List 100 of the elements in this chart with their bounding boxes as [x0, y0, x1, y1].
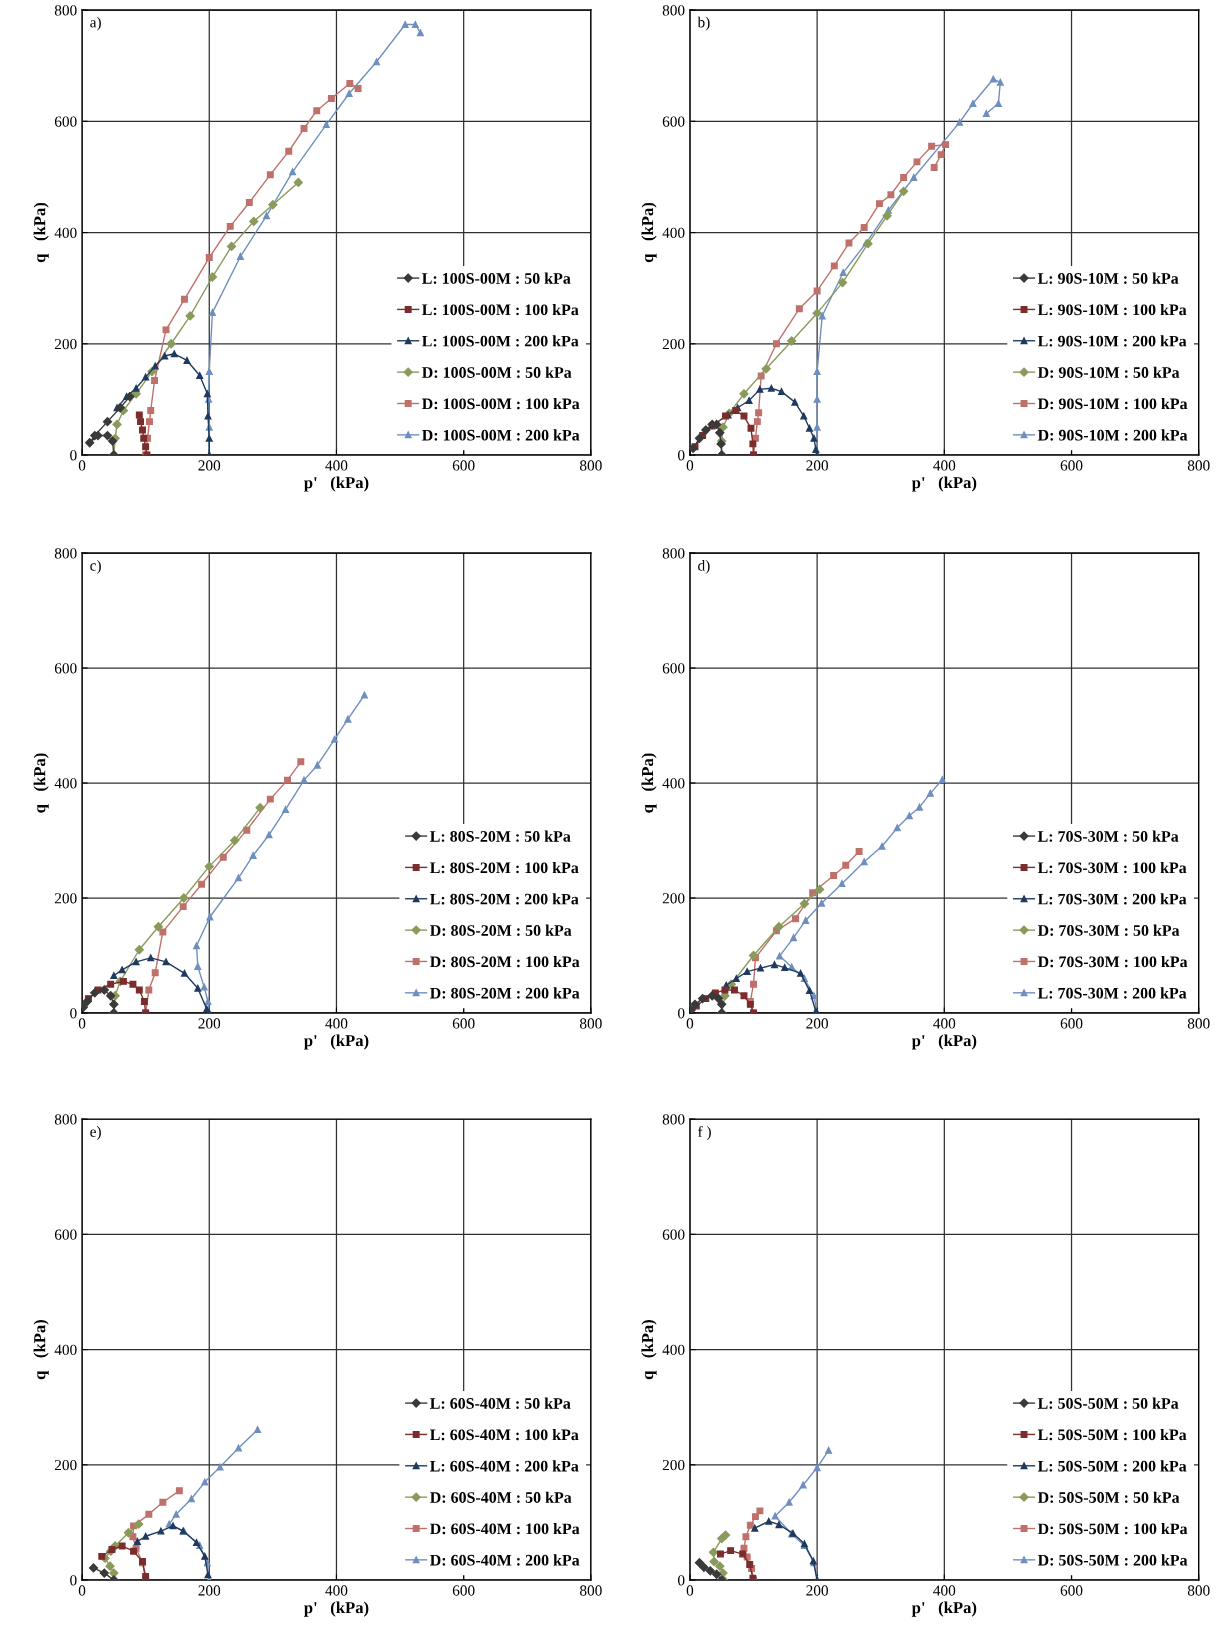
y-axis-title: q (kPa) [33, 202, 49, 263]
legend-label: L: 60S-40M : 100 kPa [430, 1428, 579, 1441]
legend-label: L: 80S-20M : 50 kPa [430, 830, 571, 842]
annotation: d) [698, 559, 710, 574]
y-tick-label: 0 [70, 1575, 77, 1586]
x-tick-label: 600 [452, 1585, 475, 1596]
y-axis-title: q (kPa) [33, 1319, 49, 1380]
legend-label: L: 60S-40M : 200 kPa [430, 1460, 579, 1472]
y-tick-label: 0 [70, 450, 77, 461]
x-tick-label: 0 [686, 460, 694, 471]
x-tick-label: 400 [933, 1585, 956, 1596]
y-tick-label: 0 [678, 1008, 685, 1019]
legend-label: D: 70S-30M : 50 kPa [1037, 924, 1180, 936]
y-tick-label: 400 [54, 1344, 77, 1356]
y-tick-label: 600 [54, 663, 77, 674]
legend-label: L: 60S-40M : 50 kPa [430, 1397, 571, 1409]
y-tick-label: 200 [662, 893, 685, 904]
annotation: f ) [698, 1126, 711, 1141]
legend-label: L: 100S-00M : 50 kPa [422, 272, 571, 284]
legend-label: D: 90S-10M : 100 kPa [1037, 397, 1188, 410]
legend-label: D: 50S-50M : 50 kPa [1037, 1491, 1180, 1503]
y-tick-label: 800 [54, 1114, 77, 1125]
legend-label: L: 50S-50M : 100 kPa [1037, 1428, 1187, 1441]
y-tick-label: 600 [54, 1229, 77, 1240]
y-tick-label: 800 [54, 5, 77, 16]
x-tick-label: 200 [806, 1018, 828, 1029]
y-tick-label: 400 [54, 227, 77, 238]
y-tick-label: 400 [54, 778, 77, 789]
legend-label: L: 70S-30M : 100 kPa [1037, 861, 1187, 874]
x-tick-label: 600 [452, 460, 475, 471]
y-tick-label: 200 [54, 1459, 77, 1471]
y-tick-label: 800 [662, 1114, 685, 1125]
y-tick-label: 200 [662, 1459, 685, 1471]
x-tick-label: 0 [78, 1585, 86, 1596]
legend-label: L: 80S-20M : 200 kPa [430, 893, 579, 905]
y-tick-label: 800 [54, 548, 77, 559]
x-tick-label: 800 [1187, 460, 1210, 471]
x-tick-label: 400 [933, 460, 956, 471]
x-axis-title: p' (kPa) [304, 476, 369, 492]
legend-label: D: 100S-00M : 200 kPa [422, 429, 580, 441]
legend-label: D: 90S-10M : 200 kPa [1037, 429, 1188, 441]
x-tick-label: 600 [1060, 1018, 1083, 1029]
y-tick-label: 400 [662, 1344, 685, 1356]
legend-label: D: 100S-00M : 100 kPa [422, 397, 580, 410]
legend-label: L: 90S-10M : 200 kPa [1037, 335, 1187, 347]
legend-label: L: 90S-10M : 50 kPa [1037, 272, 1179, 284]
legend-label: L: 70S-30M : 200 kPa [1037, 893, 1187, 905]
x-tick-label: 400 [325, 1585, 348, 1596]
y-tick-label: 800 [662, 548, 685, 559]
legend-label: D: 100S-00M : 50 kPa [422, 366, 572, 378]
y-axis-title: q (kPa) [641, 753, 657, 813]
x-tick-label: 400 [933, 1018, 956, 1029]
annotation: b) [697, 16, 710, 31]
x-axis-title: p' (kPa) [304, 1034, 369, 1050]
legend-label: D: 80S-20M : 50 kPa [430, 924, 572, 936]
legend-label: L: 70S-30M : 200 kPa [1037, 987, 1187, 999]
annotation: c) [90, 559, 101, 574]
x-tick-label: 0 [686, 1585, 694, 1596]
x-tick-label: 600 [1060, 1585, 1083, 1596]
y-tick-label: 600 [662, 663, 685, 674]
y-tick-label: 400 [662, 778, 685, 789]
legend-label: D: 60S-40M : 100 kPa [430, 1523, 580, 1535]
x-axis-title: p' (kPa) [911, 1601, 977, 1617]
x-axis-title: p' (kPa) [911, 476, 977, 492]
x-tick-label: 200 [198, 1018, 221, 1029]
legend-label: D: 50S-50M : 100 kPa [1037, 1523, 1188, 1535]
x-tick-label: 0 [78, 460, 86, 471]
legend-label: D: 80S-20M : 100 kPa [430, 955, 580, 968]
annotation: a) [90, 16, 101, 31]
y-axis-title: q (kPa) [641, 202, 657, 263]
legend-label: L: 80S-20M : 100 kPa [430, 861, 579, 874]
legend-label: D: 50S-50M : 200 kPa [1037, 1554, 1188, 1566]
x-tick-label: 600 [452, 1018, 475, 1029]
x-tick-label: 800 [1187, 1585, 1210, 1596]
x-tick-label: 200 [806, 1585, 828, 1596]
y-tick-label: 200 [54, 338, 77, 350]
x-tick-label: 200 [806, 460, 828, 471]
y-tick-label: 600 [662, 1229, 685, 1240]
x-tick-label: 0 [78, 1018, 86, 1029]
x-tick-label: 800 [579, 1018, 602, 1029]
legend-label: L: 50S-50M : 50 kPa [1037, 1397, 1179, 1409]
x-tick-label: 600 [1060, 460, 1083, 471]
y-tick-label: 0 [678, 450, 685, 461]
y-tick-label: 0 [678, 1575, 685, 1586]
y-tick-label: 200 [662, 338, 685, 350]
x-tick-label: 400 [325, 1018, 348, 1029]
legend-label: L: 100S-00M : 200 kPa [422, 335, 579, 347]
legend-label: L: 90S-10M : 100 kPa [1037, 303, 1187, 316]
legend-label: L: 70S-30M : 50 kPa [1037, 830, 1179, 842]
y-tick-label: 0 [70, 1008, 77, 1019]
legend-label: D: 90S-10M : 50 kPa [1037, 366, 1180, 378]
legend-label: L: 100S-00M : 100 kPa [422, 303, 579, 316]
x-tick-label: 0 [686, 1018, 694, 1029]
legend-label: D: 80S-20M : 200 kPa [430, 987, 580, 999]
x-tick-label: 200 [198, 460, 221, 471]
x-tick-label: 800 [1187, 1018, 1210, 1029]
x-tick-label: 800 [579, 1585, 602, 1596]
legend-label: D: 60S-40M : 200 kPa [430, 1554, 580, 1566]
y-axis-title: q (kPa) [641, 1319, 657, 1380]
y-tick-label: 200 [54, 893, 77, 904]
